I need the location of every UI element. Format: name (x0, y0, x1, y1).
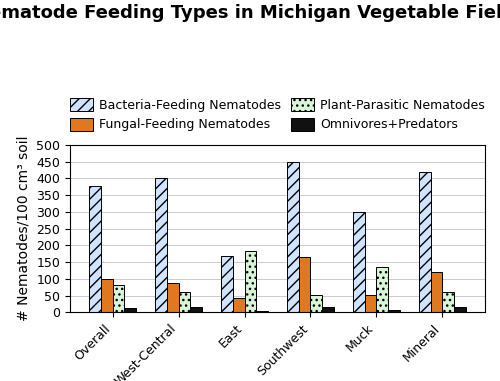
Y-axis label: # Nematodes/100 cm³ soil: # Nematodes/100 cm³ soil (16, 136, 30, 321)
Bar (298, 257, 310, 312)
Legend: Bacteria-Feeding Nematodes, Fungal-Feeding Nematodes, Plant-Parasitic Nematodes,: Bacteria-Feeding Nematodes, Fungal-Feedi… (66, 94, 488, 135)
Bar (376, 267, 388, 312)
Bar (418, 172, 430, 312)
Bar (124, 308, 136, 312)
Bar (89, 186, 101, 312)
Bar (100, 279, 112, 312)
Bar (388, 311, 400, 312)
Bar (286, 162, 298, 312)
Bar (178, 292, 190, 312)
Bar (454, 307, 466, 312)
Bar (322, 307, 334, 312)
Bar (190, 307, 202, 312)
Bar (221, 256, 232, 312)
Bar (256, 311, 268, 312)
Bar (310, 295, 322, 312)
Bar (352, 212, 364, 312)
Bar (166, 283, 178, 312)
Bar (244, 251, 256, 312)
Bar (112, 285, 124, 312)
Bar (155, 178, 166, 312)
Bar (430, 272, 442, 312)
Text: Nematode Feeding Types in Michigan Vegetable Fields: Nematode Feeding Types in Michigan Veget… (0, 4, 500, 22)
Bar (364, 295, 376, 312)
Bar (232, 298, 244, 312)
Bar (442, 292, 454, 312)
